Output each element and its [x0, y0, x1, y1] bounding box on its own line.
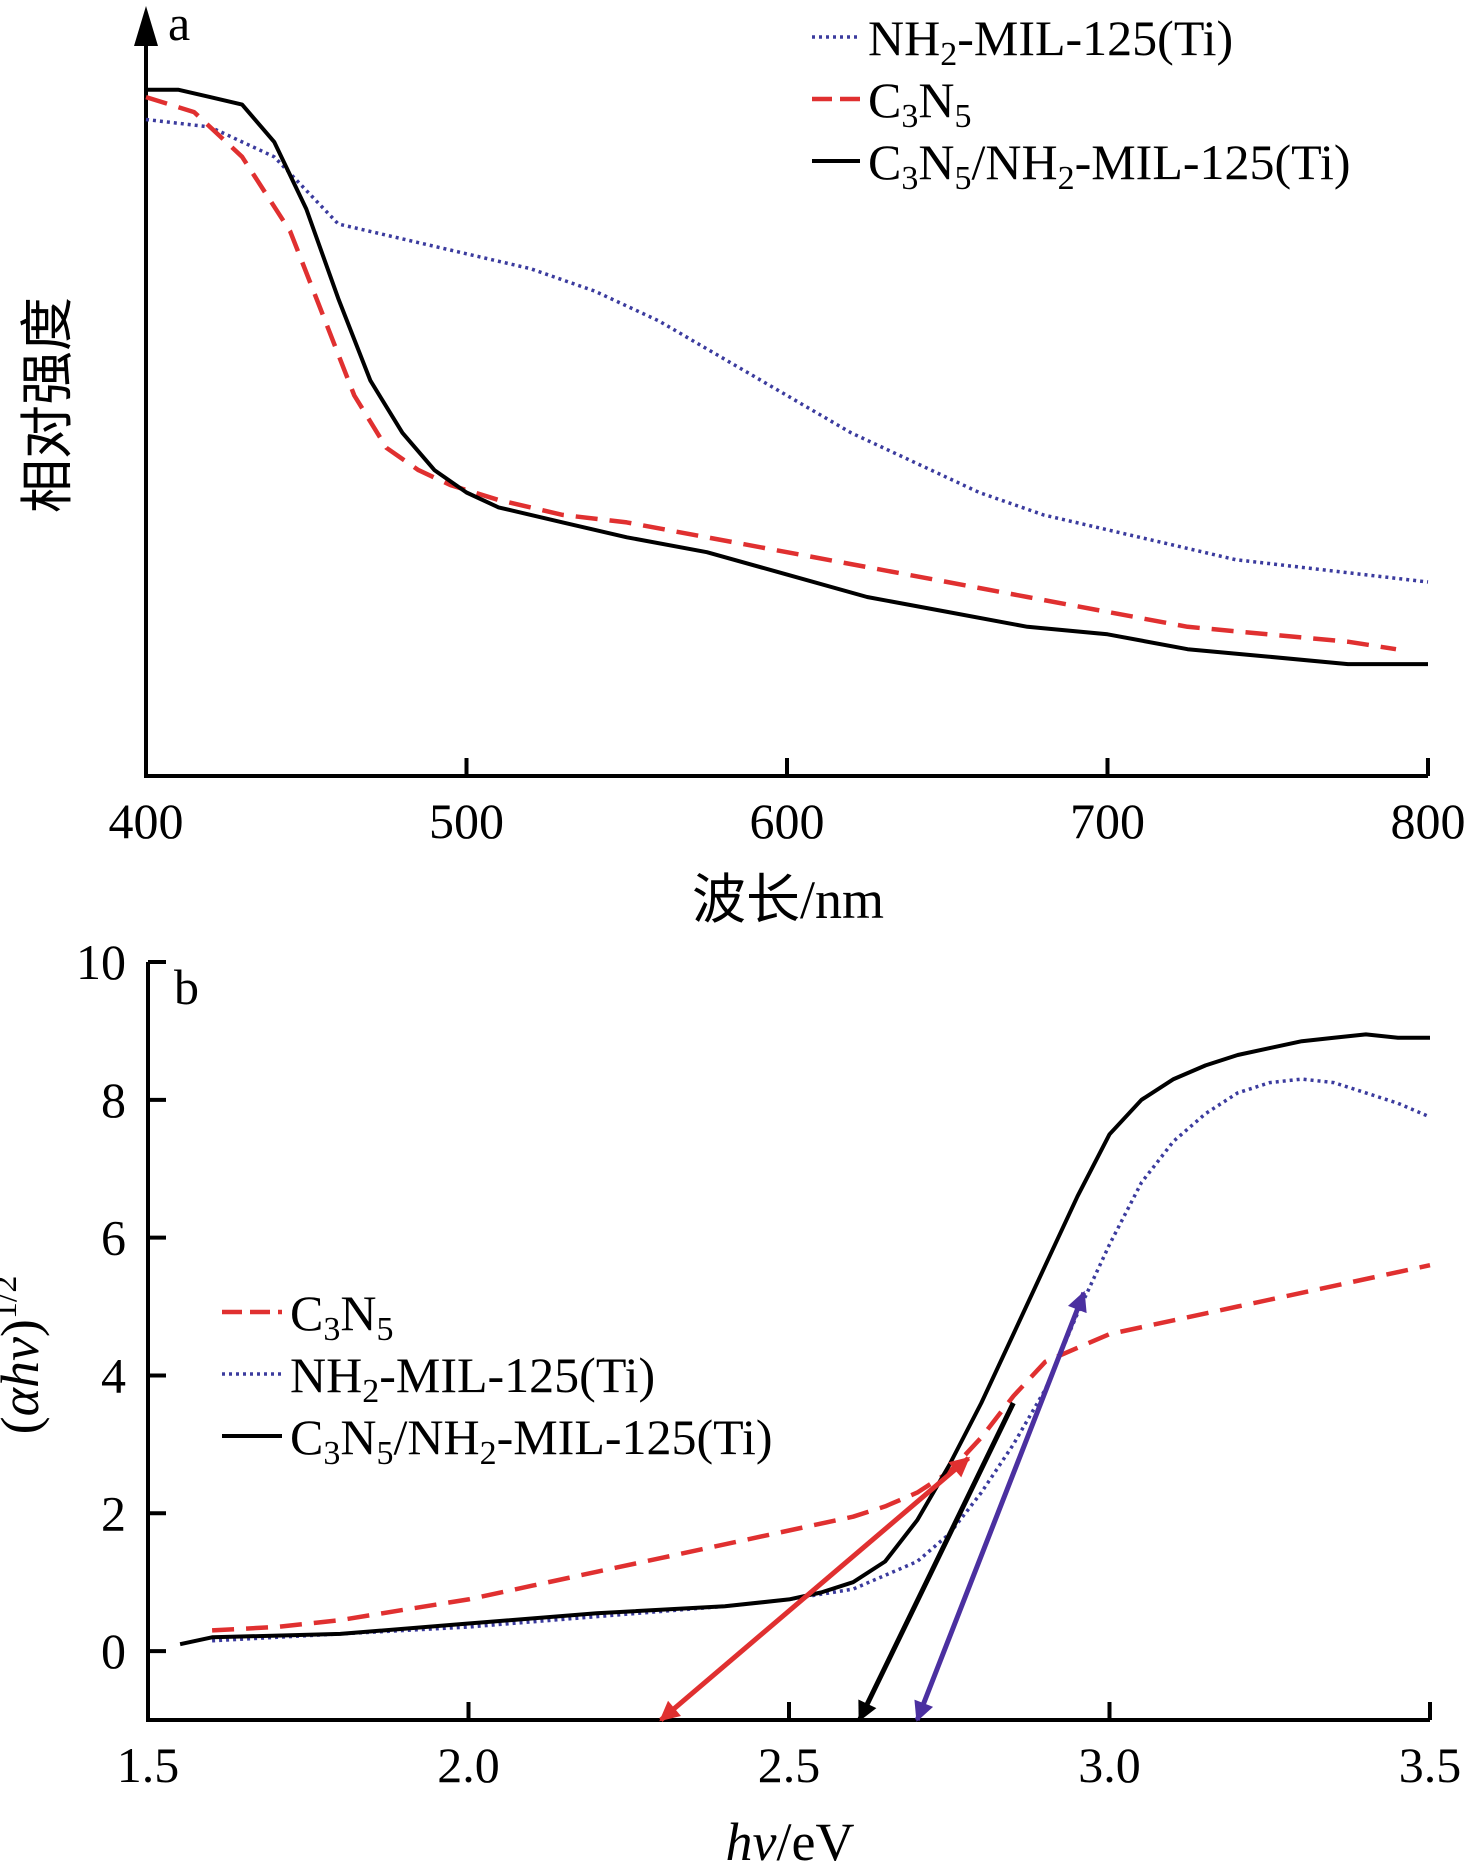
panel-b-arrows — [659, 1290, 1087, 1722]
panel-a-x-tick-label: 800 — [1391, 793, 1465, 849]
panel-b-x-tick-label: 1.5 — [117, 1737, 180, 1793]
panel-b-y-tick-label: 4 — [101, 1347, 126, 1403]
panel-a-x-tick-label: 500 — [429, 793, 504, 849]
panel-a-series-line — [146, 87, 1428, 667]
panel-a-series-line — [145, 94, 1397, 652]
panel-a-series-line — [145, 117, 1429, 584]
panel-b-y-tick-label: 8 — [101, 1072, 126, 1128]
panel-b-x-tick-label: 2.0 — [437, 1737, 500, 1793]
panel-b-legend-label: C3N5 — [290, 1285, 393, 1348]
panel-a-legend-label: C3N5/NH2-MIL-125(Ti) — [868, 134, 1351, 197]
panel-a-y-axis-title: 相对强度 — [18, 297, 78, 513]
panel-b-tangent-arrow — [914, 1290, 1087, 1722]
panel-b-letter: b — [174, 959, 199, 1015]
panel-b-y-tick-label: 2 — [101, 1485, 126, 1541]
panel-a-x-tick-label: 600 — [750, 793, 825, 849]
panel-a-x-tick-label: 700 — [1070, 793, 1145, 849]
panel-b-x-axis-title: hv/eV — [726, 1812, 855, 1864]
panel-a-x-axis-title: 波长/nm — [692, 870, 884, 930]
panel-a-legend-label: C3N5 — [868, 72, 971, 135]
panel-b-y-tick-label: 0 — [101, 1623, 126, 1679]
panel-b-x-tick-label: 2.5 — [758, 1737, 821, 1793]
panel-a-legend-label: NH2-MIL-125(Ti) — [868, 10, 1233, 73]
panel-a-x-tick-label: 400 — [109, 793, 184, 849]
panel-a-y-axis-arrowhead — [134, 6, 158, 46]
panel-b-x-tick-label: 3.5 — [1399, 1737, 1462, 1793]
panel-a-x-ticks: 400 500 600 700 800 — [109, 758, 1465, 849]
panel-b-ticks: 1.5 2.0 2.5 3.0 3.5 0 2 4 6 8 10 — [76, 934, 1461, 1793]
panel-b-x-tick-label: 3.0 — [1078, 1737, 1141, 1793]
panel-a-letter: a — [168, 0, 190, 51]
panel-b-legend-label: NH2-MIL-125(Ti) — [290, 1347, 655, 1410]
panel-b-y-tick-label: 6 — [101, 1210, 126, 1266]
panel-a-series — [145, 87, 1429, 667]
panel-b-y-axis-title: (αhv)1/2 — [0, 1276, 50, 1435]
panel-a: 400 500 600 700 800 a 波长/nm 相对强度 NH2-MIL-125… — [18, 0, 1465, 930]
panel-b-legend-label: C3N5/NH2-MIL-125(Ti) — [290, 1409, 773, 1472]
panel-b-y-tick-label: 10 — [76, 934, 126, 990]
